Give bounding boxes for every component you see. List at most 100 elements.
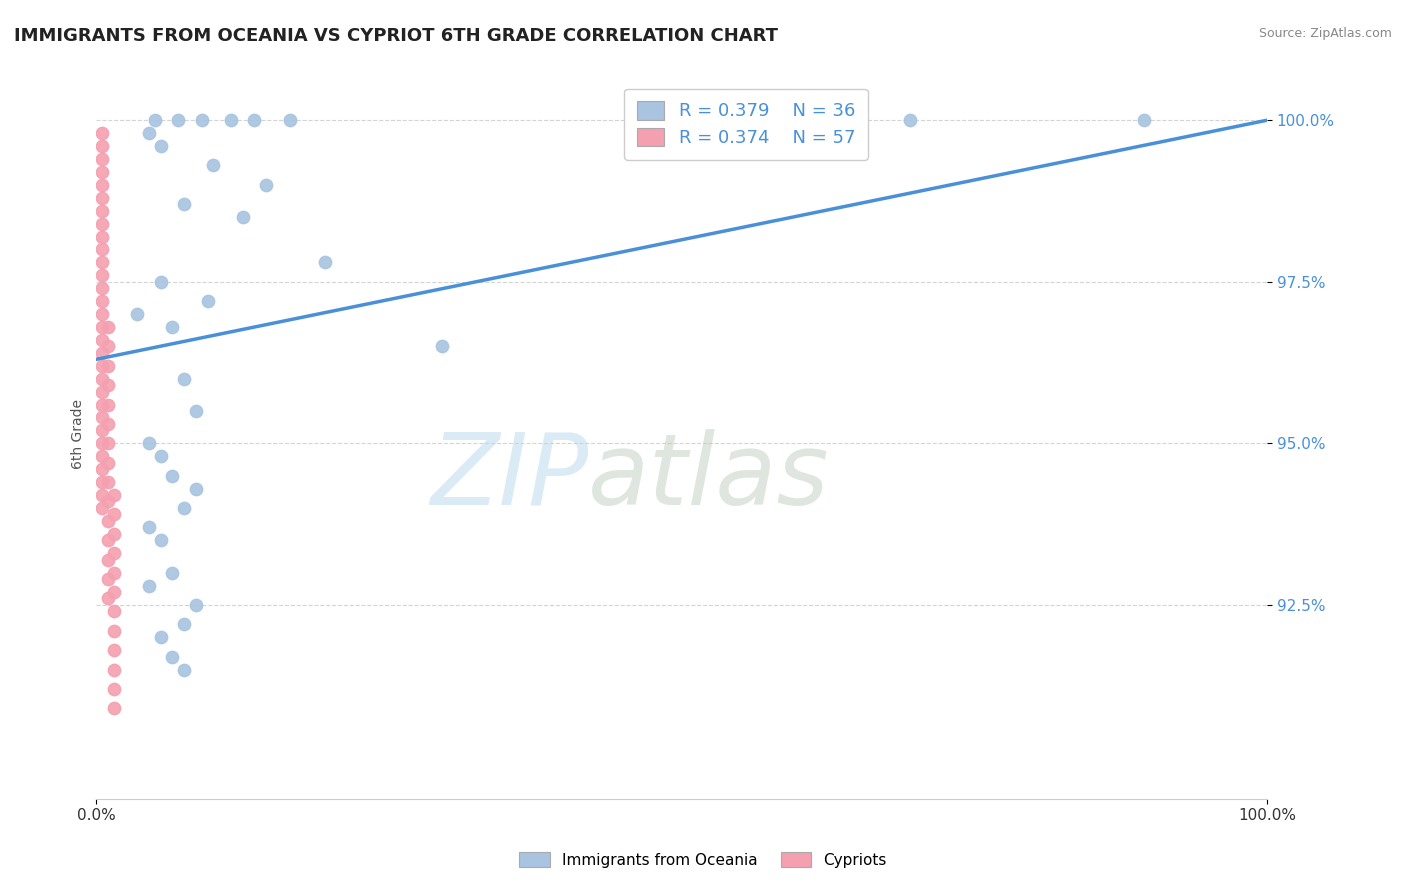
Point (91, 229, 114, 244)
Point (197, 294, 219, 309)
Point (91, 255, 114, 269)
Point (162, 649, 184, 664)
Point (91, 191, 114, 205)
Point (91, 372, 114, 386)
Point (430, 339, 453, 353)
Text: ZIP: ZIP (430, 429, 588, 526)
Point (149, 275, 172, 289)
Point (127, 307, 149, 321)
Point (91, 500, 114, 515)
Point (91, 488, 114, 502)
Point (97, 359, 120, 373)
Point (173, 197, 195, 211)
Point (91, 475, 114, 489)
Point (184, 482, 207, 496)
Point (103, 546, 125, 560)
Point (91, 281, 114, 295)
Legend: R = 0.379    N = 36, R = 0.374    N = 57: R = 0.379 N = 36, R = 0.374 N = 57 (624, 88, 868, 160)
Point (149, 630, 172, 644)
Point (91, 152, 114, 166)
Point (190, 113, 212, 128)
Point (103, 663, 125, 677)
Point (91, 359, 114, 373)
Point (232, 210, 254, 224)
Point (91, 307, 114, 321)
Point (97, 475, 120, 489)
Point (103, 701, 125, 715)
Point (219, 113, 242, 128)
Point (97, 533, 120, 548)
Point (103, 624, 125, 638)
Point (184, 598, 207, 612)
Point (91, 384, 114, 399)
Point (91, 398, 114, 412)
Point (91, 178, 114, 192)
Point (97, 417, 120, 431)
Point (91, 449, 114, 463)
Point (149, 533, 172, 548)
Point (91, 436, 114, 450)
Point (91, 203, 114, 218)
Point (91, 165, 114, 179)
Point (97, 398, 120, 412)
Point (103, 526, 125, 541)
Point (103, 643, 125, 657)
Point (91, 410, 114, 425)
Point (184, 404, 207, 418)
Text: atlas: atlas (588, 429, 830, 526)
Point (167, 113, 190, 128)
Text: Source: ZipAtlas.com: Source: ZipAtlas.com (1258, 27, 1392, 40)
Point (149, 139, 172, 153)
Point (91, 333, 114, 347)
Point (97, 572, 120, 586)
Point (91, 139, 114, 153)
Legend: Immigrants from Oceania, Cypriots: Immigrants from Oceania, Cypriots (512, 844, 894, 875)
Point (97, 514, 120, 528)
Point (91, 243, 114, 257)
Point (103, 566, 125, 580)
Point (898, 113, 921, 128)
Point (91, 126, 114, 140)
Point (91, 320, 114, 334)
Point (138, 436, 160, 450)
Text: IMMIGRANTS FROM OCEANIA VS CYPRIOT 6TH GRADE CORRELATION CHART: IMMIGRANTS FROM OCEANIA VS CYPRIOT 6TH G… (14, 27, 778, 45)
Point (173, 663, 195, 677)
Point (97, 494, 120, 508)
Point (138, 520, 160, 534)
Point (97, 378, 120, 392)
Point (103, 604, 125, 618)
Point (162, 320, 184, 334)
Point (91, 346, 114, 360)
Point (103, 508, 125, 522)
Point (243, 113, 266, 128)
Point (103, 681, 125, 696)
Point (97, 591, 120, 606)
Point (162, 566, 184, 580)
Point (173, 372, 195, 386)
Point (149, 449, 172, 463)
Point (314, 255, 336, 269)
Point (97, 552, 120, 566)
Point (91, 268, 114, 283)
Point (1133, 113, 1156, 128)
Point (173, 500, 195, 515)
Point (254, 178, 277, 192)
Point (97, 436, 120, 450)
Point (278, 113, 301, 128)
Point (173, 617, 195, 632)
Point (103, 488, 125, 502)
Point (97, 320, 120, 334)
Point (138, 126, 160, 140)
Point (103, 585, 125, 599)
Point (91, 424, 114, 438)
Point (91, 217, 114, 231)
Point (138, 578, 160, 592)
Point (97, 339, 120, 353)
Point (162, 468, 184, 483)
Y-axis label: 6th Grade: 6th Grade (72, 399, 86, 468)
Point (143, 113, 166, 128)
Point (91, 462, 114, 476)
Point (91, 294, 114, 309)
Point (97, 456, 120, 470)
Point (202, 158, 225, 172)
